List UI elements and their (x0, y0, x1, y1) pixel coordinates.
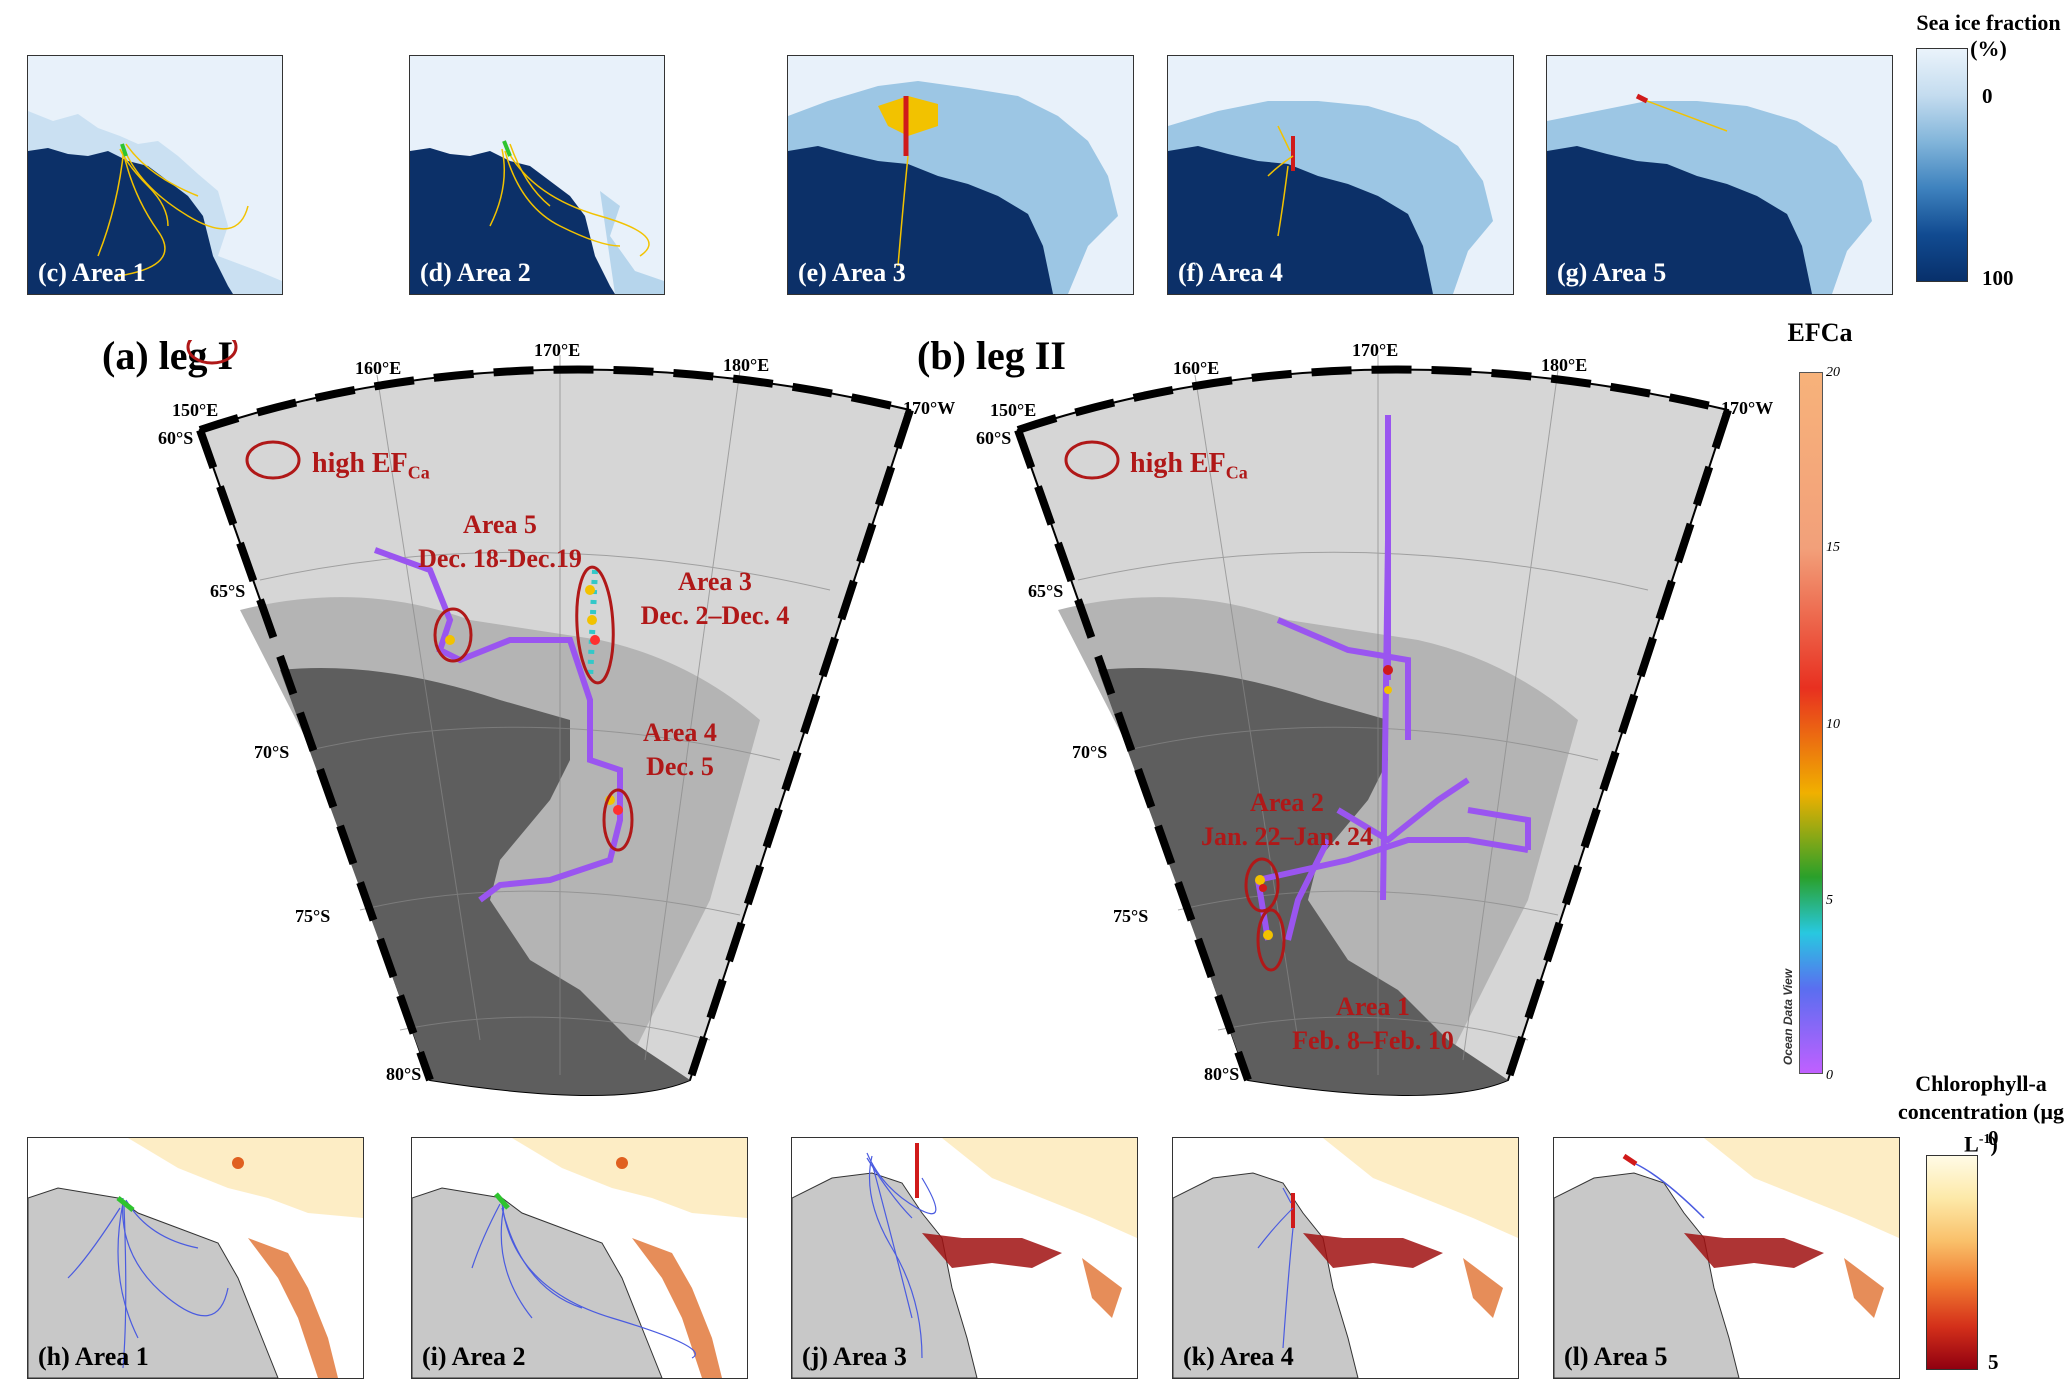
lon-label: 170°W (1721, 398, 1774, 418)
panel-label: (i) Area 2 (422, 1342, 526, 1371)
area-label-2: Area 2 Jan. 22–Jan. 24 (1201, 788, 1373, 851)
chl-map (412, 1138, 747, 1378)
panel-label: (j) Area 3 (802, 1342, 907, 1371)
chl-map (1554, 1138, 1899, 1378)
map-a-title: (a) leg I (102, 333, 234, 378)
legend-ellipse-a (245, 440, 301, 480)
lon-label: 160°E (355, 358, 402, 378)
efca-colorbar-title: EFCa (1787, 318, 1853, 347)
map-b (1014, 355, 1732, 1096)
bottom-panel-l: (l) Area 5 (1553, 1137, 1900, 1379)
lat-label: 70°S (1072, 742, 1108, 762)
sea-ice-colorbar-min: 0 (1982, 84, 1993, 108)
chl-colorbar-max: 5 (1988, 1350, 1999, 1374)
bottom-panel-h: (h) Area 1 (27, 1137, 364, 1379)
lon-label: 180°E (723, 355, 770, 375)
sea-ice-colorbar-title: Sea ice fraction (%) (1916, 10, 2061, 61)
panel-label: (c) Area 1 (38, 258, 146, 287)
lat-label: 60°S (158, 428, 194, 448)
legend-ellipse-b (1064, 440, 1120, 480)
chl-map (792, 1138, 1137, 1378)
sea-ice-map (28, 56, 282, 294)
efca-tick: 5 (1826, 893, 1833, 908)
lat-label: 70°S (254, 742, 290, 762)
panel-label: (g) Area 5 (1557, 258, 1667, 287)
panel-label: (l) Area 5 (1564, 1342, 1668, 1371)
panel-label: (k) Area 4 (1183, 1342, 1294, 1371)
sea-ice-map (1168, 56, 1513, 294)
lat-label: 65°S (210, 581, 246, 601)
efca-tick: 15 (1826, 540, 1840, 555)
panel-label: (f) Area 4 (1178, 258, 1283, 287)
sea-ice-map (410, 56, 664, 294)
chl-colorbar-title: Chlorophyll-a concentration (µg L-1) (1897, 1071, 2065, 1157)
bottom-panel-k: (k) Area 4 (1172, 1137, 1519, 1379)
lat-label: 75°S (1113, 906, 1149, 926)
lat-label: 80°S (1204, 1064, 1240, 1084)
panel-label: (h) Area 1 (38, 1342, 149, 1371)
efca-tick: 20 (1826, 365, 1840, 380)
bottom-panel-i: (i) Area 2 (411, 1137, 748, 1379)
area-label-3: Area 3 Dec. 2–Dec. 4 (640, 567, 790, 630)
chl-colorbar (1926, 1155, 1978, 1370)
lon-label: 150°E (990, 400, 1037, 420)
chl-map (28, 1138, 363, 1378)
legend-text-b: high EFCa (1130, 448, 1248, 483)
lon-label: 170°W (903, 398, 956, 418)
top-panel-e: (e) Area 3 (787, 55, 1134, 295)
lat-label: 80°S (386, 1064, 422, 1084)
sea-ice-colorbar-max: 100 (1982, 266, 2014, 290)
lon-label: 170°E (1352, 340, 1399, 360)
efca-tick: 10 (1826, 717, 1840, 732)
lon-label: 180°E (1541, 355, 1588, 375)
legend-text-a: high EFCa (312, 448, 430, 483)
lon-label: 160°E (1173, 358, 1220, 378)
top-panel-d: (d) Area 2 (409, 55, 665, 295)
efca-colorbar (1799, 372, 1823, 1074)
chl-map (1173, 1138, 1518, 1378)
efca-credit: Ocean Data View (1781, 968, 1796, 1066)
lat-label: 60°S (976, 428, 1012, 448)
area-label-5: Area 5 Dec. 18-Dec.19 (418, 510, 582, 573)
lat-label: 75°S (295, 906, 331, 926)
lat-label: 65°S (1028, 581, 1064, 601)
area-label-4: Area 4 Dec. 5 (643, 718, 717, 781)
top-panel-g: (g) Area 5 (1546, 55, 1893, 295)
sea-ice-colorbar (1916, 48, 1968, 282)
chl-colorbar-min: 0 (1988, 1126, 1999, 1150)
map-b-title: (b) leg II (917, 333, 1066, 378)
bottom-panel-j: (j) Area 3 (791, 1137, 1138, 1379)
top-panel-c: (c) Area 1 (27, 55, 283, 295)
map-a (186, 340, 914, 1096)
lon-label: 170°E (534, 340, 581, 360)
sea-ice-map (1547, 56, 1892, 294)
sea-ice-map (788, 56, 1133, 294)
lon-label: 150°E (172, 400, 219, 420)
trajectory-lines (97, 143, 249, 277)
panel-label: (d) Area 2 (420, 258, 531, 287)
panel-label: (e) Area 3 (798, 258, 906, 287)
area-label-1: Area 1 Feb. 8–Feb. 10 (1292, 992, 1454, 1055)
efca-tick: 0 (1826, 1068, 1833, 1083)
top-panel-f: (f) Area 4 (1167, 55, 1514, 295)
